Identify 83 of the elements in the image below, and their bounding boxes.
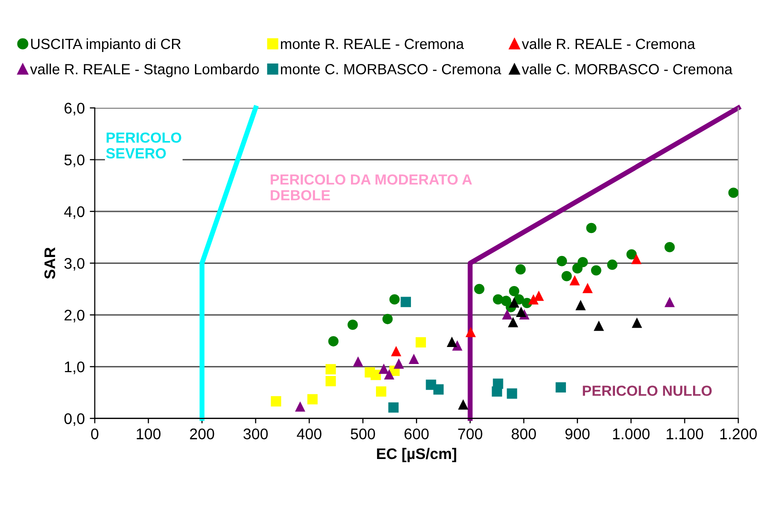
x-tick-label: 1.200 bbox=[720, 428, 757, 440]
annotation: PERICOLO SEVERO bbox=[106, 132, 182, 158]
point bbox=[572, 263, 583, 274]
point bbox=[556, 382, 566, 392]
point bbox=[562, 270, 572, 282]
x-tick-label: 900 bbox=[565, 428, 590, 440]
y-tick-label: 5,0 bbox=[64, 154, 84, 168]
point bbox=[452, 340, 462, 351]
point bbox=[582, 282, 593, 294]
point bbox=[328, 336, 339, 346]
point bbox=[506, 388, 518, 399]
point bbox=[352, 356, 364, 367]
point bbox=[376, 386, 386, 397]
annotation: PERICOLO NULLO bbox=[582, 386, 712, 396]
point bbox=[408, 354, 419, 364]
point bbox=[594, 320, 604, 331]
y-tick-label: 1,0 bbox=[64, 362, 84, 374]
x-tick-label: 1.100 bbox=[666, 428, 704, 440]
x-tick-label: 400 bbox=[296, 428, 322, 440]
point bbox=[294, 401, 306, 412]
point bbox=[632, 318, 642, 328]
point bbox=[370, 370, 381, 380]
point bbox=[326, 364, 336, 374]
point bbox=[378, 364, 389, 374]
point bbox=[728, 188, 738, 198]
x-axis-title: EC [µS/cm] bbox=[377, 448, 456, 462]
y-tick-label: 2,0 bbox=[64, 310, 84, 322]
point bbox=[390, 346, 402, 356]
point bbox=[508, 316, 518, 328]
point bbox=[270, 396, 282, 406]
point bbox=[474, 284, 484, 294]
point bbox=[664, 242, 675, 252]
x-tick-label: 500 bbox=[350, 428, 376, 440]
point bbox=[400, 296, 411, 308]
y-tick-label: 3,0 bbox=[64, 258, 84, 271]
point bbox=[394, 358, 404, 369]
y-tick-label: 0,0 bbox=[64, 413, 84, 426]
point bbox=[515, 264, 526, 275]
y-tick-label: 4,0 bbox=[64, 206, 84, 219]
point bbox=[591, 265, 602, 276]
legend-label: USCITA impianto di CR bbox=[31, 38, 181, 52]
x-tick-label: 600 bbox=[404, 428, 429, 440]
point bbox=[516, 306, 526, 317]
x-tick-label: 0 bbox=[91, 428, 98, 440]
point bbox=[626, 249, 637, 260]
x-tick-label: 200 bbox=[190, 428, 214, 440]
point bbox=[502, 309, 512, 320]
point bbox=[446, 336, 458, 347]
point bbox=[458, 399, 468, 410]
point bbox=[570, 275, 580, 286]
point bbox=[384, 369, 394, 380]
point bbox=[492, 378, 504, 389]
x-tick-label: 300 bbox=[243, 428, 268, 440]
point bbox=[433, 384, 444, 395]
point bbox=[326, 376, 336, 386]
point bbox=[389, 294, 400, 305]
point bbox=[508, 297, 520, 308]
point bbox=[382, 314, 393, 324]
legend-label: valle R. REALE - Stagno Lombardo bbox=[30, 64, 259, 78]
point bbox=[388, 402, 399, 413]
x-tick-label: 1.000 bbox=[613, 428, 650, 440]
point bbox=[534, 290, 544, 301]
legend-label: monte C. MORBASCO - Cremona bbox=[280, 64, 502, 74]
point bbox=[466, 326, 476, 338]
legend-label: monte R. REALE - Cremona bbox=[280, 38, 464, 50]
x-tick-label: 100 bbox=[136, 428, 161, 440]
point bbox=[508, 286, 520, 296]
point bbox=[664, 296, 675, 308]
point bbox=[348, 320, 358, 330]
point bbox=[575, 300, 586, 310]
point bbox=[307, 394, 318, 404]
point bbox=[607, 260, 618, 270]
point bbox=[586, 222, 596, 234]
point bbox=[416, 337, 426, 348]
y-tick-label: 6,0 bbox=[64, 102, 84, 116]
x-tick-label: 700 bbox=[458, 428, 482, 440]
x-tick-label: 800 bbox=[512, 428, 536, 440]
annotation: PERICOLO DA MODERATO A DEBOLE bbox=[270, 174, 472, 200]
legend-label: valle R. REALE - Cremona bbox=[522, 38, 696, 50]
legend-label: valle C. MORBASCO - Cremona bbox=[522, 64, 732, 74]
point bbox=[631, 254, 642, 264]
y-axis-title: SAR bbox=[44, 247, 56, 279]
point bbox=[556, 256, 568, 266]
